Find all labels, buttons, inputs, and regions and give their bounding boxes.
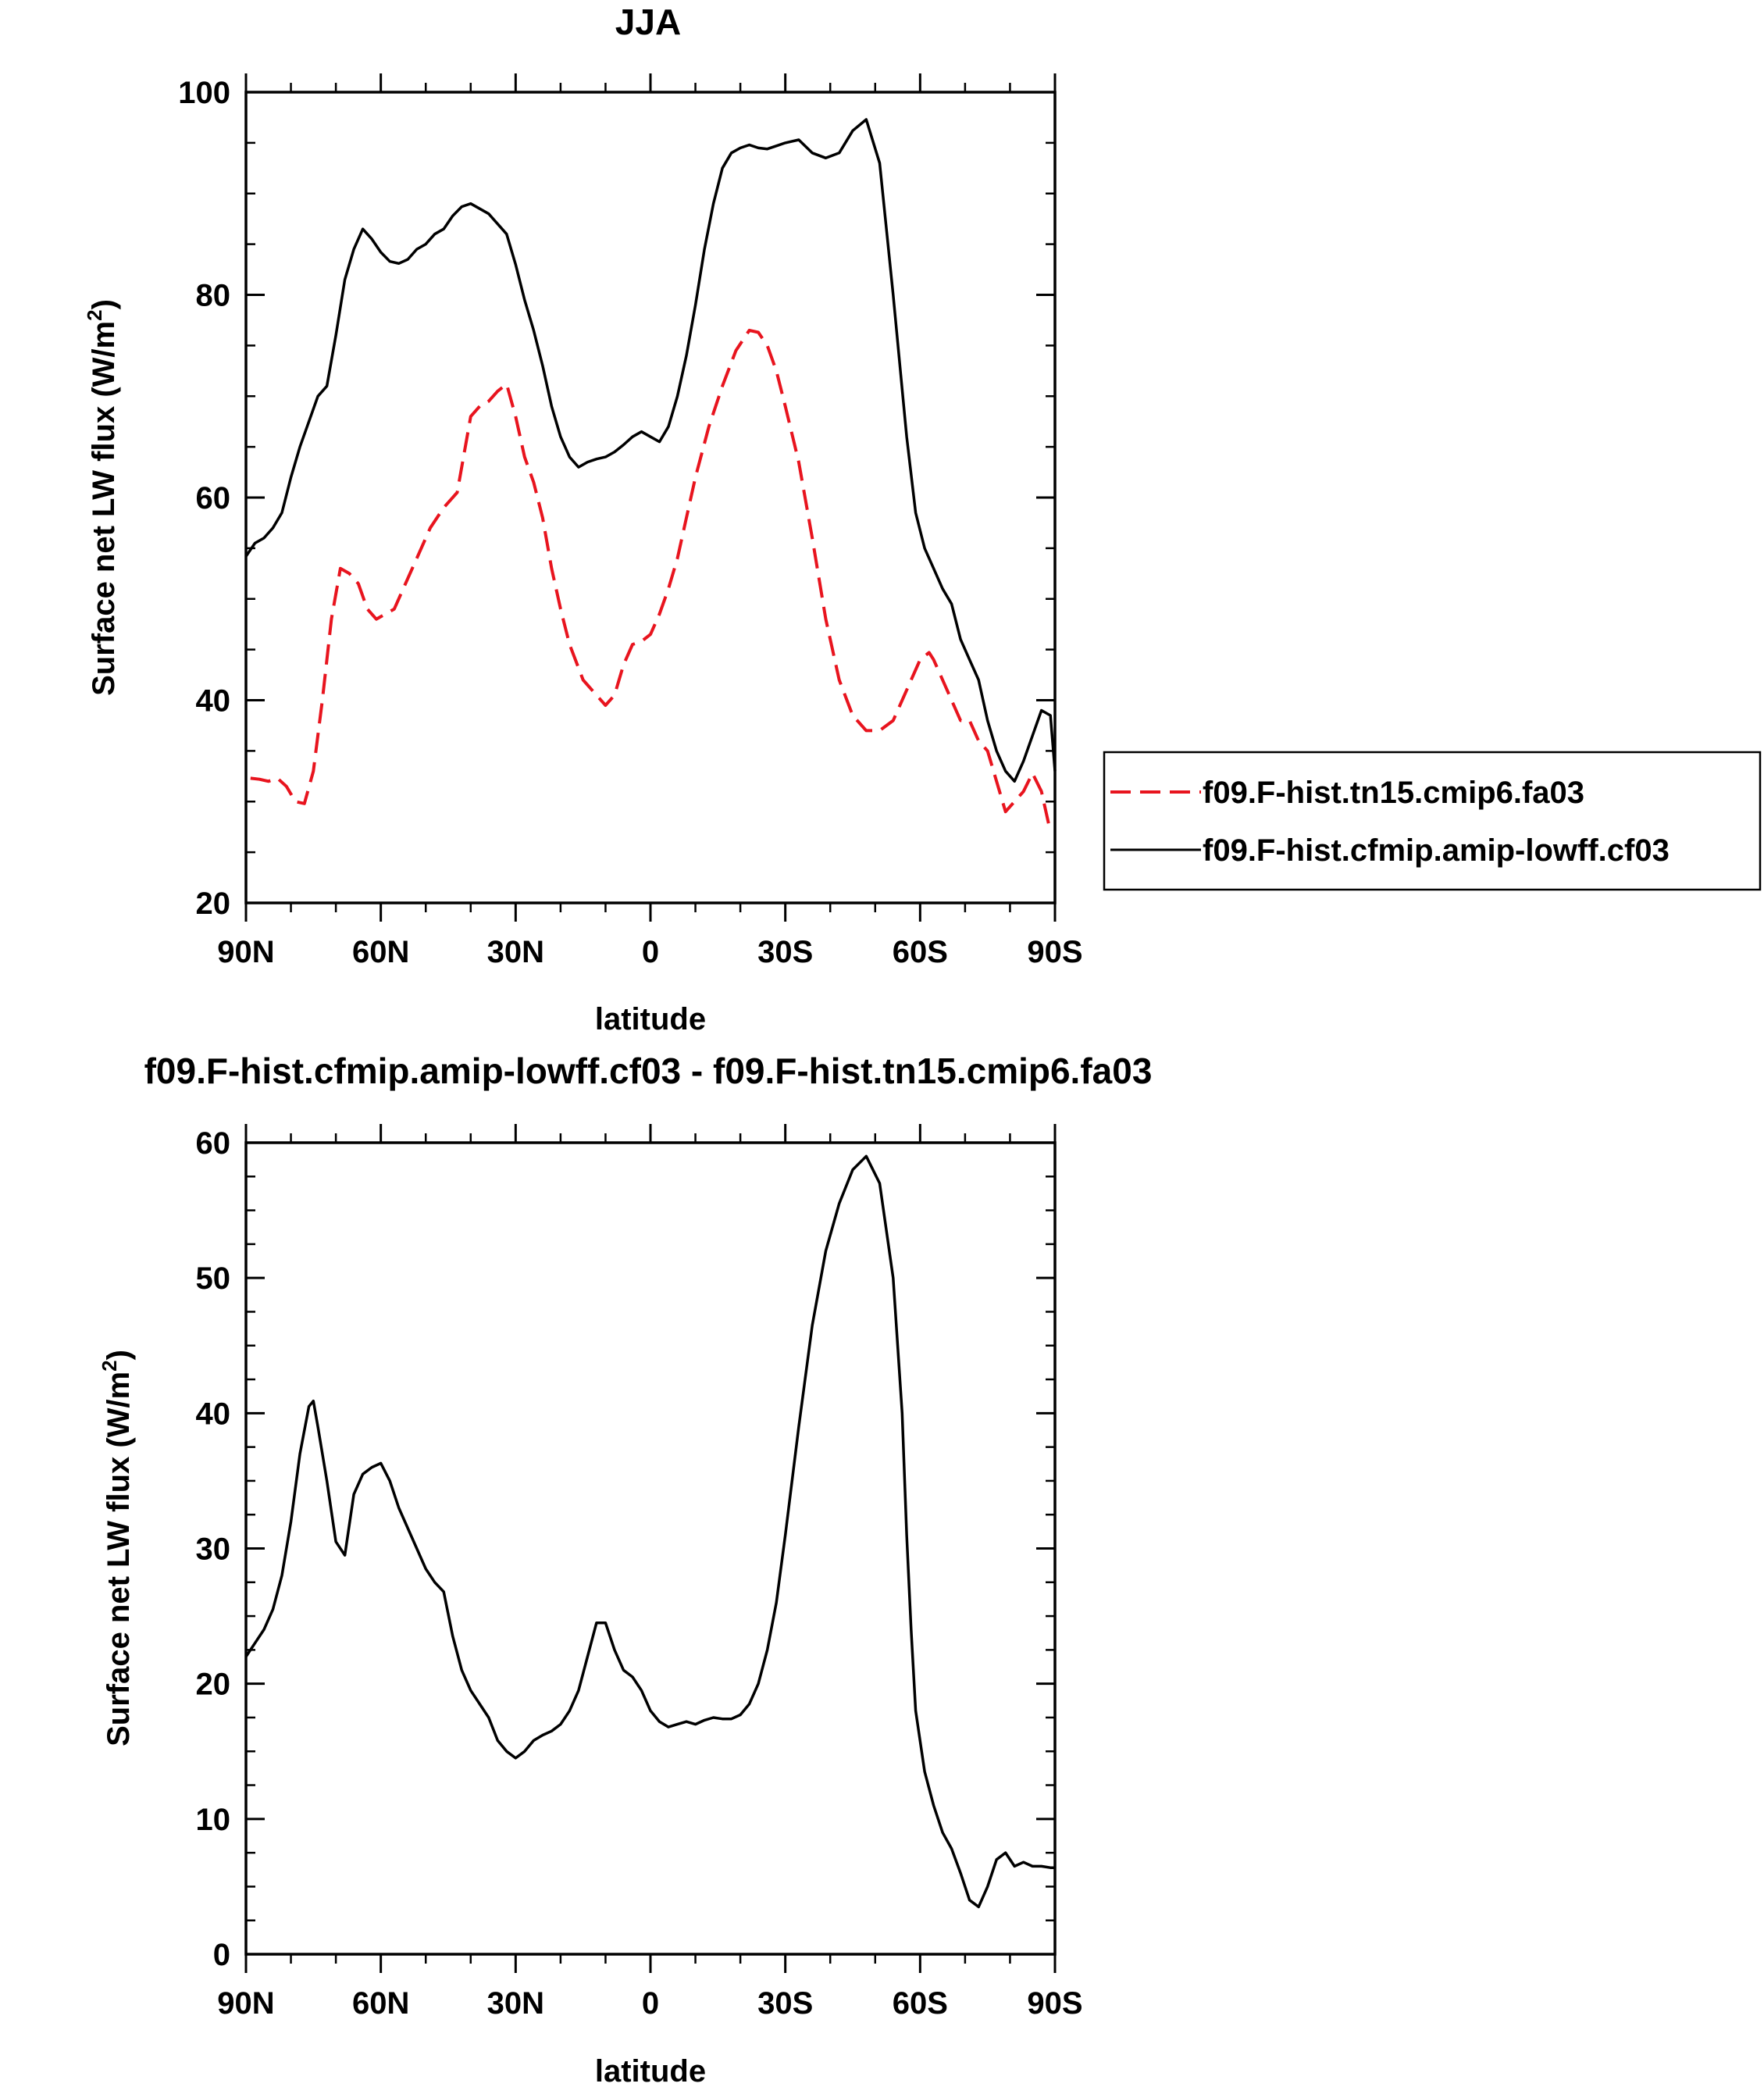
bottom-x-axis-title: latitude xyxy=(595,2054,706,2087)
bot-x-tick-label: 30S xyxy=(757,1986,813,2021)
top-y-tick-label: 20 xyxy=(196,887,231,921)
bot-y-tick-label: 50 xyxy=(196,1261,231,1296)
bottom-chart-title: f09.F-hist.cfmip.amip-lowff.cf03 - f09.F… xyxy=(144,1051,1153,1091)
top-y-axis-title: Surface net LW flux (W/m2) xyxy=(83,299,121,696)
bottom-y-axis-title-main: Surface net LW flux (W/m xyxy=(102,1372,136,1746)
bot-y-tick-label: 60 xyxy=(196,1126,231,1161)
top-y-tick-label: 40 xyxy=(196,684,231,719)
bot-y-tick-label: 10 xyxy=(196,1803,231,1837)
legend-label-cf03: f09.F-hist.cfmip.amip-lowff.cf03 xyxy=(1203,833,1670,868)
top-chart-title: JJA xyxy=(615,2,681,42)
bottom-plot-marks xyxy=(244,1154,1055,1909)
top-x-axis: 90N 60N 30N 0 30S 60S 90S xyxy=(217,73,1083,969)
bot-x-tick-label: 90N xyxy=(217,1986,274,2021)
bottom-y-axis: 0 10 20 30 40 50 60 xyxy=(196,1126,1055,1972)
top-plot-marks xyxy=(244,118,1057,833)
bot-y-tick-label: 30 xyxy=(196,1532,231,1567)
top-y-axis-title-close: ) xyxy=(87,299,121,309)
top-x-axis-title: latitude xyxy=(595,1002,706,1036)
top-y-tick-label: 80 xyxy=(196,279,231,313)
top-y-axis-title-main: Surface net LW flux (W/m xyxy=(87,321,121,696)
legend: f09.F-hist.tn15.cmip6.fa03 f09.F-hist.cf… xyxy=(1103,751,1762,891)
top-panel: JJA 20 40 60 80 100 90N 60N 30N 0 30S 60S 90S lati… xyxy=(83,2,1762,1036)
top-y-tick-label: 100 xyxy=(178,76,230,110)
bot-x-tick-label: 60N xyxy=(352,1986,409,2021)
top-y-tick-label: 60 xyxy=(196,481,231,516)
top-x-tick-label: 60N xyxy=(352,935,409,969)
top-x-tick-label: 30N xyxy=(487,935,544,969)
bot-x-tick-label: 30N xyxy=(487,1986,544,2021)
bot-x-tick-label: 0 xyxy=(642,1986,659,2021)
bottom-y-axis-title: Surface net LW flux (W/m2) xyxy=(98,1350,136,1746)
bot-y-tick-label: 0 xyxy=(213,1938,230,1972)
legend-box xyxy=(1103,751,1762,891)
bot-y-tick-label: 40 xyxy=(196,1397,231,1431)
top-series-line-0 xyxy=(250,328,1053,833)
top-x-tick-label: 30S xyxy=(757,935,813,969)
bottom-panel: f09.F-hist.cfmip.amip-lowff.cf03 - f09.F… xyxy=(98,1051,1152,2087)
bottom-x-axis: 90N 60N 30N 0 30S 60S 90S xyxy=(217,1124,1083,2021)
bot-y-tick-label: 20 xyxy=(196,1668,231,1702)
bottom-y-axis-title-sup: 2 xyxy=(98,1360,121,1371)
legend-label-fa03: f09.F-hist.tn15.cmip6.fa03 xyxy=(1203,776,1584,810)
bot-x-tick-label: 60S xyxy=(893,1986,948,2021)
bot-x-tick-label: 90S xyxy=(1027,1986,1082,2021)
top-series-line-1 xyxy=(244,118,1057,783)
top-x-tick-label: 0 xyxy=(642,935,659,969)
top-plot-frame xyxy=(244,91,1057,904)
bot-series-line-0 xyxy=(244,1154,1055,1909)
top-x-tick-label: 60S xyxy=(893,935,948,969)
top-x-tick-label: 90S xyxy=(1027,935,1082,969)
top-y-axis-title-sup: 2 xyxy=(83,309,106,320)
top-x-tick-label: 90N xyxy=(217,935,274,969)
top-y-axis: 20 40 60 80 100 xyxy=(178,76,1055,921)
bottom-y-axis-title-close: ) xyxy=(102,1350,136,1360)
bottom-plot-frame xyxy=(244,1141,1057,1956)
